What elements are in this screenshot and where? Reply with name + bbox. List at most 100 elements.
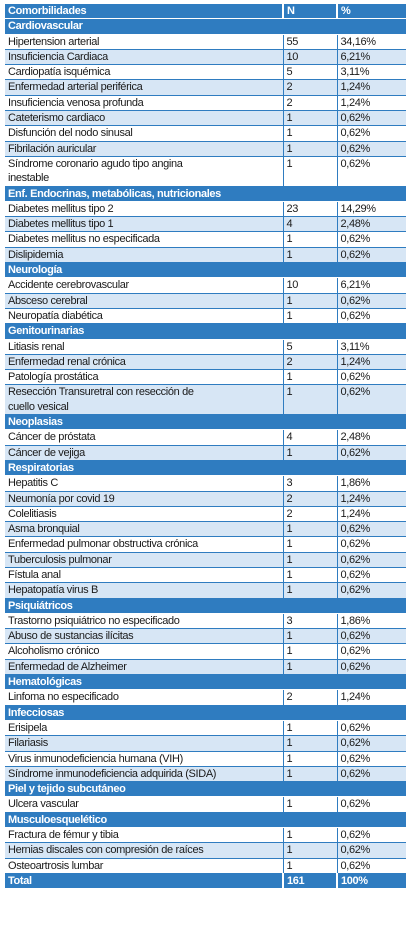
cell: 1 [282, 247, 337, 264]
data-row: Síndrome inmunodeficiencia adquirida (SI… [5, 766, 406, 783]
cell: 100% [336, 873, 406, 890]
cell: 1 [282, 125, 337, 142]
data-row: Tuberculosis pulmonar 1 0,62% [5, 552, 406, 568]
cell-text: 0,62% [340, 737, 371, 750]
cell: Cardiopatía isquémica [5, 64, 283, 81]
cell-text: Erisipela [8, 721, 48, 734]
cell-text: 2 [286, 81, 293, 94]
data-row: Enfermedad pulmonar obstructiva crónica 1… [5, 536, 406, 553]
cell: 1 [282, 827, 337, 844]
cell-text: Enfermedad renal crónica [8, 355, 126, 368]
cell-text: Absceso cerebral [8, 294, 88, 307]
cell: 1 [282, 842, 337, 859]
cell-text: Enfermedad pulmonar obstructiva crónica [8, 538, 198, 551]
cell-text: 1 [286, 660, 293, 673]
cell: 1 [282, 110, 337, 127]
cell-text: 1 [286, 538, 293, 551]
cell: 2 [282, 689, 337, 706]
section-title: Infecciosas [5, 705, 406, 721]
cell: Hepatopatía virus B [5, 582, 283, 599]
cell-text: Hipertension arterial [8, 35, 100, 48]
cell: 2 [282, 491, 337, 507]
cell-text: Fístula anal [8, 568, 61, 581]
section-title: Enf. Endocrinas, metabólicas, nutriciona… [5, 186, 406, 202]
cell: 1 [282, 766, 337, 783]
cell: Filariasis [5, 735, 283, 752]
data-row: Osteoartrosis lumbar 1 0,62% [5, 858, 406, 874]
data-row: Fractura de fémur y tibia 1 0,62% [5, 827, 406, 844]
cell-text: 1 [286, 523, 293, 536]
cell: 2 [282, 506, 337, 523]
cell: Cáncer de próstata [5, 429, 283, 446]
cell-text: 1 [286, 386, 293, 399]
section-title: Genitourinarias [5, 323, 406, 340]
cell-text: 0,62% [340, 294, 371, 307]
cell: 1 [282, 796, 337, 813]
cell-text: % [341, 5, 351, 17]
data-row: Absceso cerebral 1 0,62% [5, 293, 406, 309]
data-row: Ulcera vascular 1 0,62% [5, 796, 406, 813]
cell-text: 0,62% [340, 127, 371, 140]
cell-text: 2 [286, 507, 293, 520]
cell-text: 0,62% [340, 446, 371, 459]
cell: Asma bronquial [5, 521, 283, 538]
cell-text: 6,21% [340, 279, 371, 292]
cell-text: Linfoma no especificado [8, 691, 119, 704]
cell-text: 2 [286, 492, 293, 505]
cell: 1 [282, 141, 337, 157]
cell: 1,24% [336, 95, 406, 112]
data-row: Enfermedad de Alzheimer 1 0,62% [5, 659, 406, 676]
cell-text: 0,62% [340, 859, 371, 872]
cell: 1 [282, 858, 337, 874]
cell: 0,62% [336, 369, 406, 386]
data-row: Hipertension arterial 55 34,16% [5, 34, 406, 50]
cell: 1,86% [336, 475, 406, 492]
cell-text: Abuso de sustancias ilícitas [8, 630, 134, 643]
cell: 1 [282, 308, 337, 325]
data-row: Accidente cerebrovascular 10 6,21% [5, 277, 406, 294]
data-row: Neumonía por covid 19 2 1,24% [5, 491, 406, 507]
cell: 1 [282, 735, 337, 752]
cell-text: 1 [286, 752, 293, 765]
cell: 1 [282, 369, 337, 386]
cell-text: 1 [286, 721, 293, 734]
data-row: Diabetes mellitus tipo 1 4 2,48% [5, 216, 406, 233]
data-row: Fibrilación auricular 1 0,62% [5, 141, 406, 157]
cell-text: 1 [286, 737, 293, 750]
cell: Diabetes mellitus no especificada [5, 231, 283, 248]
cell: Cateterismo cardiaco [5, 110, 283, 127]
cell-text: Diabetes mellitus tipo 2 [8, 202, 114, 215]
cell-text: Tuberculosis pulmonar [8, 553, 112, 566]
cell-text: 23 [286, 202, 299, 215]
cell: 1 [282, 567, 337, 584]
cell-text: 1 [286, 309, 293, 322]
cell-text: 1 [286, 584, 293, 597]
cell: 3 [282, 613, 337, 630]
comorbidity-table: Comorbilidades N% Cardiovascular Hipertensi… [5, 4, 406, 890]
cell-text: N [287, 5, 295, 17]
cell: 161 [282, 873, 337, 890]
data-row: Virus inmunodeficiencia humana (VIH) 1 0,6… [5, 751, 406, 767]
cell-text: Total [8, 874, 32, 887]
data-row: Dislipidemia 1 0,62% [5, 247, 406, 264]
cell: Diabetes mellitus tipo 2 [5, 201, 283, 218]
cell: Erisipela [5, 720, 283, 737]
cell: Insuficiencia venosa profunda [5, 95, 283, 112]
cell-text: 0,62% [340, 233, 371, 246]
cell-text: 2,48% [340, 218, 371, 231]
cell: 1,24% [336, 79, 406, 96]
cell-text: Hepatitis C [8, 477, 58, 490]
cell-text: Fibrilación auricular [8, 142, 97, 155]
data-row: Alcoholismo crónico 1 0,62% [5, 643, 406, 660]
cell: 0,62% [336, 521, 406, 538]
cell: 0,62% [336, 552, 406, 568]
cell: 1,24% [336, 506, 406, 523]
cell: Enfermedad pulmonar obstructiva crónica [5, 536, 283, 553]
data-row: Insuficiencia venosa profunda 2 1,24% [5, 95, 406, 112]
cell-text: 0,62% [340, 386, 371, 399]
cell: Linfoma no especificado [5, 689, 283, 706]
cell-text: 1 [286, 829, 293, 842]
cell-text: 161 [287, 874, 305, 887]
table-container: Comorbilidades N% Cardiovascular Hipertensi… [5, 4, 406, 890]
cell: 1 [282, 628, 337, 645]
